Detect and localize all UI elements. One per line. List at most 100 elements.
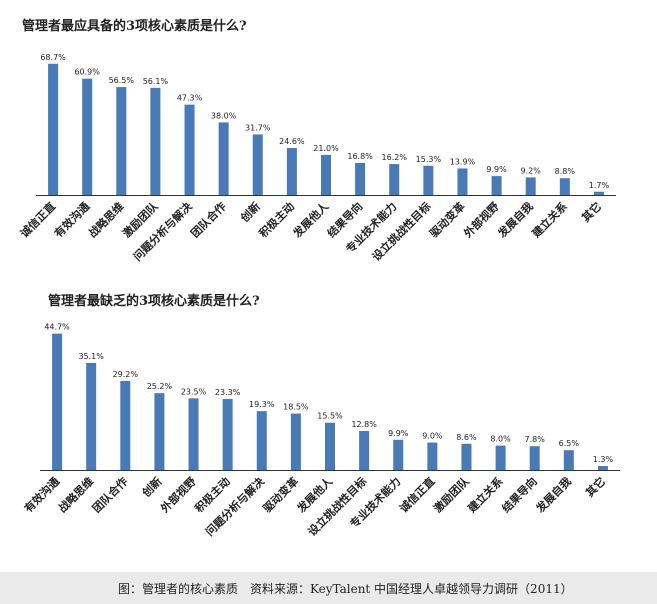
tick-label: 创新 — [138, 474, 164, 500]
data-label: 16.2% — [382, 153, 408, 162]
bar — [188, 398, 199, 470]
data-label: 60.9% — [74, 68, 100, 77]
bar — [154, 393, 165, 470]
tick-label: 建立关系 — [465, 474, 506, 515]
chart-canvas: 管理者最应具备的3项核心素质是什么? 68.7% 诚信正直 60.9% 有效沟通 56.5… — [17, 18, 620, 539]
bar — [389, 164, 400, 195]
bar — [222, 398, 233, 470]
tick-label: 问题分析与解决 — [130, 199, 195, 264]
tick-label: 建立关系 — [529, 199, 570, 240]
data-label: 8.8% — [555, 167, 576, 176]
data-label: 8.0% — [490, 435, 511, 444]
data-label: 47.3% — [177, 94, 203, 103]
bar — [286, 148, 297, 195]
tick-label: 团队合作 — [188, 199, 229, 240]
data-label: 6.5% — [559, 439, 580, 448]
tick-label: 诚信正直 — [396, 474, 437, 515]
data-label: 9.9% — [388, 429, 409, 438]
data-label: 9.9% — [486, 165, 507, 174]
tick-label: 团队合作 — [89, 474, 130, 515]
chart-title: 管理者最缺乏的3项核心素质是什么? — [48, 293, 260, 309]
bar — [116, 87, 127, 195]
data-label: 21.0% — [313, 144, 339, 153]
bar — [355, 162, 366, 195]
bar — [184, 104, 195, 195]
tick-label: 其它 — [579, 199, 604, 224]
bar — [461, 443, 472, 470]
data-label: 8.6% — [456, 433, 477, 442]
bar — [290, 413, 301, 470]
bar — [593, 191, 604, 195]
data-label: 9.2% — [521, 166, 542, 175]
bar — [495, 445, 506, 470]
tick-label: 创新 — [237, 199, 263, 225]
data-label: 44.7% — [44, 323, 70, 332]
tick-label: 有效沟通 — [21, 474, 62, 515]
tick-label: 发展自我 — [532, 474, 574, 516]
tick-label: 驱动变革 — [427, 199, 468, 240]
tick-label: 诚信正直 — [17, 199, 58, 240]
bar — [256, 411, 267, 470]
tick-label: 战略思维 — [85, 199, 126, 240]
tick-label: 结果导向 — [498, 474, 540, 516]
bar — [359, 430, 370, 470]
data-label: 16.8% — [347, 152, 373, 161]
data-label: 56.5% — [109, 76, 135, 85]
data-label: 19.3% — [249, 400, 275, 409]
tick-label: 外部视野 — [460, 199, 502, 241]
data-label: 9.0% — [422, 432, 443, 441]
data-label: 25.2% — [147, 382, 173, 391]
tick-label: 发展自我 — [494, 199, 536, 241]
bar — [529, 446, 540, 470]
bar — [82, 78, 93, 195]
bar — [325, 422, 335, 470]
data-label: 1.3% — [593, 455, 614, 464]
figure-caption: 图：管理者的核心素质 资料来源：KeyTalent 中国经理人卓越领导力调研（2… — [118, 582, 573, 596]
bar — [559, 178, 570, 195]
bar — [563, 450, 574, 470]
chart-title: 管理者最应具备的3项核心素质是什么? — [22, 18, 247, 34]
data-label: 29.2% — [113, 370, 139, 379]
bar — [48, 63, 59, 195]
data-label: 1.7% — [589, 181, 610, 190]
data-label: 38.0% — [211, 111, 237, 120]
bar — [321, 154, 331, 195]
tick-label: 积极主动 — [256, 199, 297, 240]
bar — [423, 165, 434, 195]
data-label: 31.7% — [245, 123, 271, 132]
bar — [597, 466, 608, 470]
data-label: 7.8% — [525, 435, 546, 444]
tick-label: 激励团队 — [431, 474, 473, 516]
tick-label: 发展他人 — [289, 199, 331, 241]
data-label: 18.5% — [283, 403, 309, 412]
bar — [491, 176, 502, 195]
bar — [252, 134, 263, 195]
tick-label: 其它 — [583, 474, 608, 499]
tick-label: 问题分析与解决 — [203, 474, 268, 539]
tick-label: 有效沟通 — [51, 199, 92, 240]
tick-label: 设立挑战性目标 — [305, 474, 369, 538]
data-label: 23.5% — [181, 387, 207, 396]
tick-label: 设立挑战性目标 — [369, 199, 433, 263]
bar — [427, 442, 438, 470]
bar — [525, 177, 536, 195]
data-label: 12.8% — [351, 420, 377, 429]
bar — [218, 122, 229, 195]
data-label: 24.6% — [279, 137, 305, 146]
tick-label: 战略思维 — [55, 474, 96, 515]
bar — [150, 87, 161, 195]
data-label: 15.3% — [416, 155, 442, 164]
bar — [120, 380, 131, 470]
bar — [86, 362, 97, 470]
bar — [52, 333, 63, 470]
data-label: 56.1% — [143, 77, 169, 86]
figure-caption-bar: 图：管理者的核心素质 资料来源：KeyTalent 中国经理人卓越领导力调研（2… — [0, 572, 657, 604]
tick-label: 驱动变革 — [260, 474, 301, 515]
data-label: 23.3% — [215, 388, 241, 397]
bar — [457, 168, 468, 195]
tick-label: 外部视野 — [157, 474, 199, 516]
data-label: 35.1% — [78, 352, 104, 361]
data-label: 68.7% — [40, 53, 66, 62]
data-label: 13.9% — [450, 157, 476, 166]
